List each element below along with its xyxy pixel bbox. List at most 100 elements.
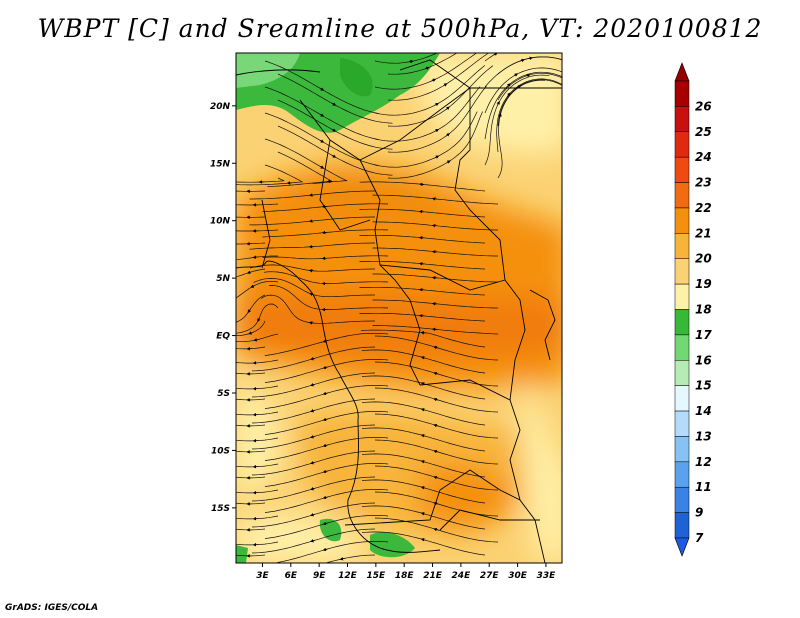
colorbar-segment bbox=[674, 207, 690, 234]
colorbar-segment bbox=[674, 309, 690, 336]
streamline-arrow bbox=[420, 538, 426, 542]
colorbar-segment bbox=[674, 182, 690, 209]
colorbar-segment bbox=[674, 233, 690, 259]
streamline-arrow bbox=[442, 83, 448, 87]
colorbar-segment bbox=[674, 106, 690, 133]
streamline-arrow bbox=[446, 160, 451, 164]
colorbar-segment bbox=[674, 334, 690, 361]
streamline-arrow bbox=[322, 521, 328, 526]
streamline-arrow bbox=[433, 345, 439, 350]
lat-tick-label: 5N bbox=[216, 274, 230, 284]
lat-tick-label: 15N bbox=[210, 159, 231, 169]
streamline-arrow bbox=[445, 133, 451, 137]
streamline-arrow bbox=[433, 475, 439, 480]
map-title: WBPT [C] and Sreamline at 500hPa, VT: 20… bbox=[37, 14, 763, 43]
streamline-arrow bbox=[319, 165, 325, 169]
colorbar-segment bbox=[674, 486, 690, 513]
colorbar-segment bbox=[674, 461, 690, 488]
streamline-arrow bbox=[424, 66, 430, 70]
colorbar-label: 12 bbox=[695, 455, 712, 469]
streamline-arrow bbox=[433, 397, 439, 402]
streamline-arrow bbox=[493, 53, 498, 56]
colorbar-segment bbox=[674, 436, 690, 463]
colorbar-label: 19 bbox=[695, 277, 712, 291]
streamline-arrow bbox=[310, 513, 316, 517]
streamline-arrow bbox=[506, 83, 511, 87]
lon-tick-label: 9E bbox=[313, 571, 326, 581]
colorbar-bottom-arrow bbox=[674, 537, 690, 557]
streamline-arrow bbox=[434, 155, 440, 159]
colorbar-segment bbox=[674, 385, 690, 412]
colorbar-label: 18 bbox=[695, 303, 712, 317]
lon-tick-label: 3E bbox=[256, 571, 269, 581]
streamline-arrow bbox=[519, 58, 525, 63]
colorbar-label: 11 bbox=[695, 480, 712, 494]
colorbar: 26 25 24 23 22 21 20 19 18 17 16 15 14 13 12 11 9 7 bbox=[674, 62, 712, 557]
streamline-arrow bbox=[310, 435, 316, 439]
streamline-arrow bbox=[310, 409, 316, 413]
lat-tick-label: 5S bbox=[217, 389, 230, 399]
map-axes: 20N 15N 10N 5N EQ 5S 10S 15S 3E 6E 9E 12E 15E 18E 21E 2… bbox=[210, 102, 556, 581]
streamline-arrow bbox=[420, 356, 426, 360]
colorbar-label: 15 bbox=[695, 379, 712, 393]
lon-tick-label: 24E bbox=[452, 571, 472, 581]
colorbar-label: 22 bbox=[695, 201, 712, 215]
streamline-arrow bbox=[331, 128, 337, 132]
streamline-arrow bbox=[319, 113, 325, 117]
colorbar-segment bbox=[674, 283, 690, 310]
streamline-arrow bbox=[248, 331, 254, 335]
streamline-arrow bbox=[433, 423, 439, 428]
streamline-arrow bbox=[496, 100, 500, 106]
colorbar-label: 23 bbox=[695, 176, 712, 190]
streamline-arrow bbox=[433, 527, 439, 532]
streamline-arrow bbox=[525, 73, 531, 78]
streamline-arrow bbox=[322, 417, 328, 422]
streamline-arrow bbox=[507, 92, 511, 97]
lon-tick-label: 27E bbox=[480, 571, 500, 581]
streamline-arrow bbox=[420, 486, 426, 490]
streamline-arrow bbox=[310, 539, 316, 543]
streamline-arrow bbox=[434, 102, 440, 107]
streamline-arrow bbox=[246, 270, 252, 274]
streamline-arrow bbox=[331, 102, 337, 106]
streamline-arrow bbox=[420, 434, 426, 438]
wbpt-shading bbox=[236, 53, 562, 563]
colorbar-top-arrow bbox=[674, 62, 690, 82]
streamline-arrow bbox=[257, 317, 261, 323]
colorbar-label: 14 bbox=[695, 404, 712, 418]
streamline-arrow bbox=[420, 512, 426, 516]
country-borders bbox=[236, 59, 562, 563]
streamline-arrow bbox=[434, 129, 440, 133]
colorbar-label: 20 bbox=[695, 252, 712, 266]
colorbar-label: 24 bbox=[695, 150, 712, 164]
colorbar-segment bbox=[674, 258, 690, 285]
streamline-arrow bbox=[431, 78, 437, 82]
streamline-arrow bbox=[517, 84, 522, 89]
lon-tick-label: 18E bbox=[395, 571, 415, 581]
streamline-arrow bbox=[322, 547, 328, 552]
colorbar-label: 7 bbox=[695, 531, 704, 545]
streamline-arrow bbox=[339, 557, 345, 561]
streamline-arrow bbox=[420, 408, 426, 412]
colorbar-segment bbox=[674, 360, 690, 386]
streamline-arrow bbox=[498, 112, 502, 118]
colorbar-segment bbox=[674, 80, 690, 107]
streamline-arrow bbox=[322, 469, 328, 474]
colorbar-label: 26 bbox=[695, 99, 712, 113]
lon-tick-label: 6E bbox=[285, 571, 298, 581]
streamline-arrow bbox=[310, 487, 316, 491]
lon-tick-label: 33E bbox=[537, 571, 557, 581]
lon-tick-label: 30E bbox=[508, 571, 528, 581]
colorbar-label: 9 bbox=[695, 506, 703, 520]
colorbar-segment bbox=[674, 131, 690, 158]
grads-credit: GrADS: IGES/COLA bbox=[5, 603, 99, 613]
streamline-arrow bbox=[513, 73, 519, 77]
colorbar-segment bbox=[674, 156, 690, 183]
lat-tick-label: 20N bbox=[210, 102, 231, 112]
streamline-arrow bbox=[322, 365, 328, 370]
streamline-arrow bbox=[319, 139, 325, 143]
streamline-arrow bbox=[322, 443, 328, 448]
streamline-arrow bbox=[310, 356, 316, 361]
streamline-arrow bbox=[331, 154, 337, 158]
